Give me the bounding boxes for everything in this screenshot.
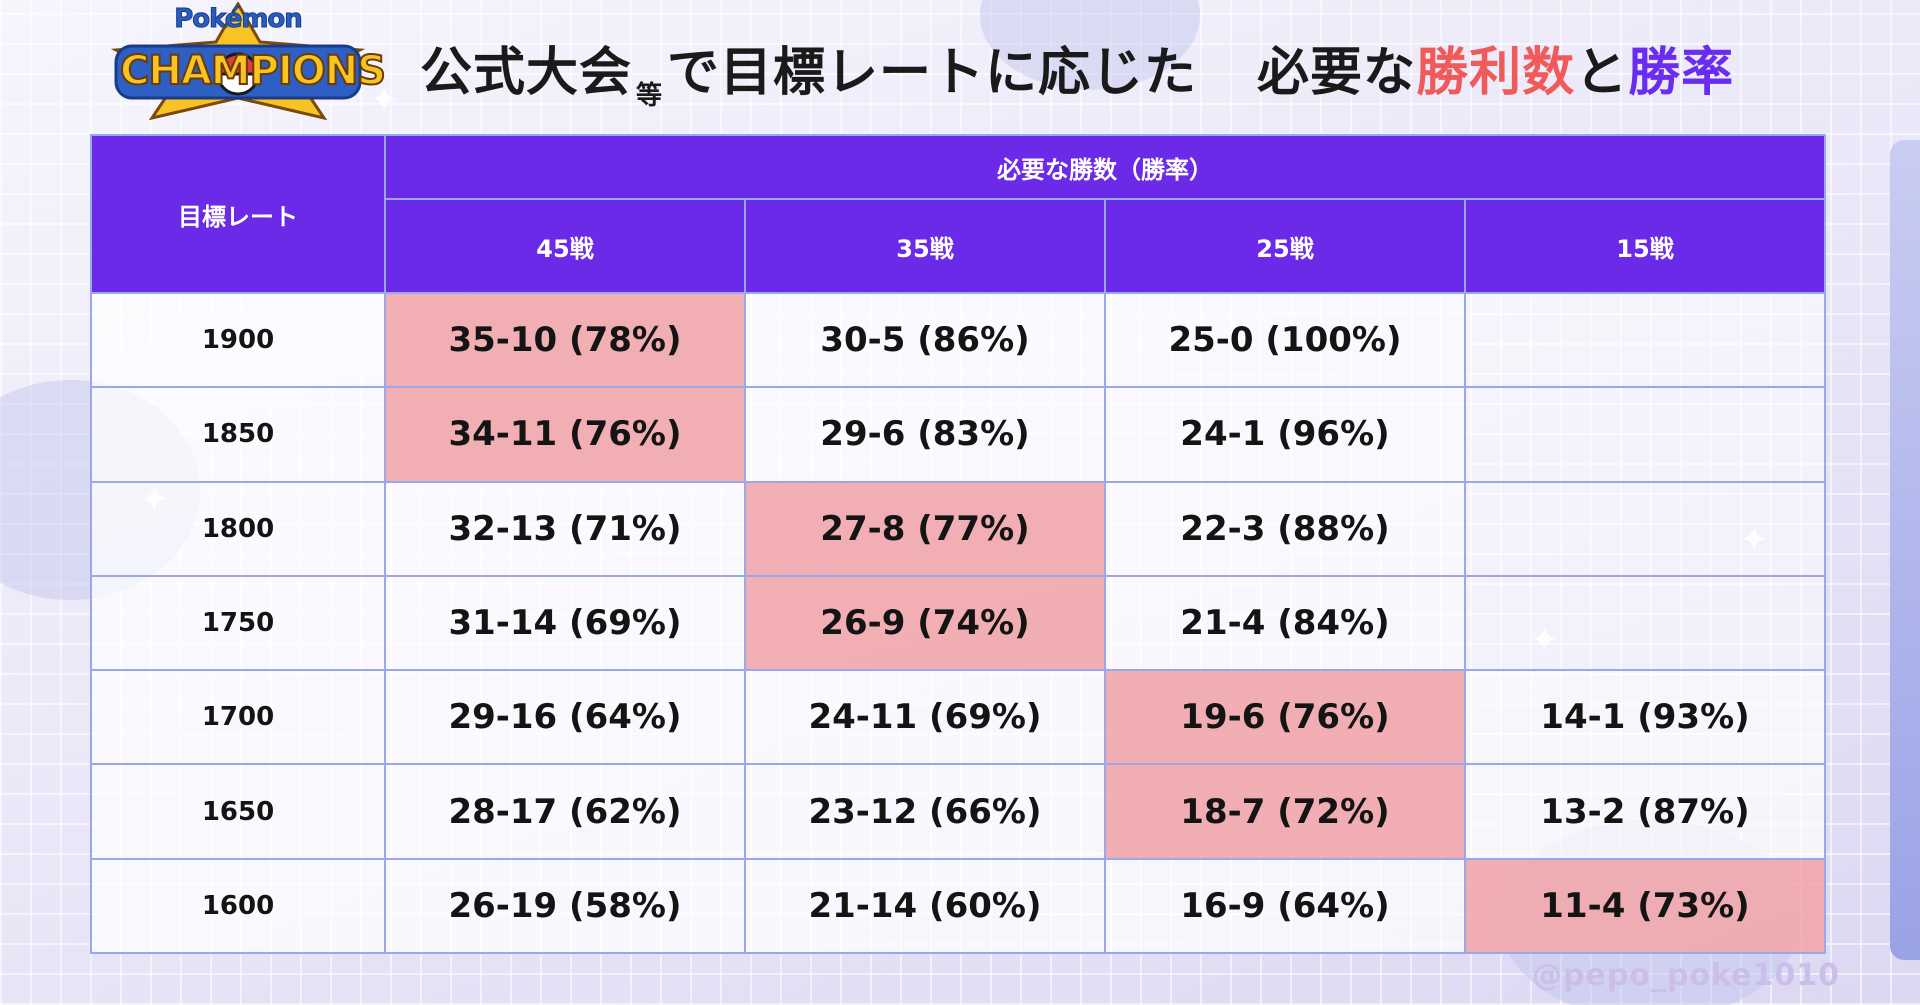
empty-cell [1464, 386, 1826, 483]
title-small: 等 [636, 81, 664, 111]
result-cell: 27-8 (77%) [744, 480, 1106, 577]
result-cell: 16-9 (64%) [1104, 857, 1466, 955]
empty-cell [1464, 291, 1826, 389]
group-header: 必要な勝数（勝率） [384, 134, 1826, 200]
pokemon-champions-logo: Pokémon CHAMPIONS [110, 2, 387, 120]
column-header: 15戦 [1464, 198, 1826, 294]
target-rate-cell: 1750 [90, 574, 386, 672]
result-cell: 35-10 (78%) [384, 291, 746, 389]
logo-main-text: CHAMPIONS [119, 47, 387, 95]
column-header: 45戦 [384, 198, 746, 294]
result-cell: 28-17 (62%) [384, 763, 746, 860]
result-cell: 24-11 (69%) [744, 669, 1106, 766]
result-cell: 26-19 (58%) [384, 857, 746, 955]
sparkle-icon: ✦ [370, 80, 399, 120]
title-part: 必要な [1257, 43, 1417, 103]
title-highlight-purple: 勝率 [1628, 43, 1735, 103]
title-highlight-red: 勝利数 [1416, 43, 1576, 103]
table-row: 1900 35-10 (78%) 30-5 (86%) 25-0 (100%) [90, 291, 1826, 389]
title-part: で目標レートに応じた [667, 43, 1198, 103]
target-rate-cell: 1900 [90, 291, 386, 389]
result-cell: 19-6 (76%) [1104, 669, 1466, 766]
title-part: 公式大会 [420, 43, 633, 103]
target-rate-cell: 1650 [90, 763, 386, 860]
column-header: 35戦 [744, 198, 1106, 294]
table-row: 1750 31-14 (69%) 26-9 (74%) 21-4 (84%) [90, 574, 1826, 672]
target-rate-cell: 1600 [90, 857, 386, 955]
table-row: 1650 28-17 (62%) 23-12 (66%) 18-7 (72%) 13-2… [90, 763, 1826, 860]
result-cell: 34-11 (76%) [384, 386, 746, 483]
result-cell: 24-1 (96%) [1104, 386, 1466, 483]
target-rate-cell: 1800 [90, 480, 386, 577]
logo-badge-icon [110, 2, 366, 120]
result-cell: 18-7 (72%) [1104, 763, 1466, 860]
target-rate-cell: 1700 [90, 669, 386, 766]
result-cell: 11-4 (73%) [1464, 857, 1826, 955]
result-cell: 23-12 (66%) [744, 763, 1106, 860]
result-cell: 21-14 (60%) [744, 857, 1106, 955]
result-cell: 25-0 (100%) [1104, 291, 1466, 389]
result-cell: 29-6 (83%) [744, 386, 1106, 483]
target-rate-cell: 1850 [90, 386, 386, 483]
author-credit: @pepo_poke1010 [1532, 958, 1840, 993]
table-row: 1850 34-11 (76%) 29-6 (83%) 24-1 (96%) [90, 386, 1826, 483]
win-rate-table: 目標レート 必要な勝数（勝率） 45戦 35戦 25戦 15戦 1900 35-1… [90, 134, 1826, 955]
background-decoration [1890, 140, 1920, 960]
result-cell: 21-4 (84%) [1104, 574, 1466, 672]
table-body: 1900 35-10 (78%) 30-5 (86%) 25-0 (100%) 1850… [90, 291, 1826, 955]
result-cell: 30-5 (86%) [744, 291, 1106, 389]
result-cell: 29-16 (64%) [384, 669, 746, 766]
row-header: 目標レート [90, 134, 386, 294]
column-header: 25戦 [1104, 198, 1466, 294]
result-cell: 14-1 (93%) [1464, 669, 1826, 766]
table-row: 1800 32-13 (71%) 27-8 (77%) 22-3 (88%) [90, 480, 1826, 577]
result-cell: 31-14 (69%) [384, 574, 746, 672]
logo-top-text: Pokémon [174, 4, 304, 35]
result-cell: 13-2 (87%) [1464, 763, 1826, 860]
table-row: 1700 29-16 (64%) 24-11 (69%) 19-6 (76%) 14-1… [90, 669, 1826, 766]
result-cell: 26-9 (74%) [744, 574, 1106, 672]
empty-cell [1464, 480, 1826, 577]
page-title: 公式大会 等で目標レートに応じた 必要な勝利数と勝率 [420, 30, 1735, 111]
result-cell: 22-3 (88%) [1104, 480, 1466, 577]
result-cell: 32-13 (71%) [384, 480, 746, 577]
table-row: 1600 26-19 (58%) 21-14 (60%) 16-9 (64%) 11-4… [90, 857, 1826, 955]
empty-cell [1464, 574, 1826, 672]
title-part: と [1575, 43, 1629, 103]
